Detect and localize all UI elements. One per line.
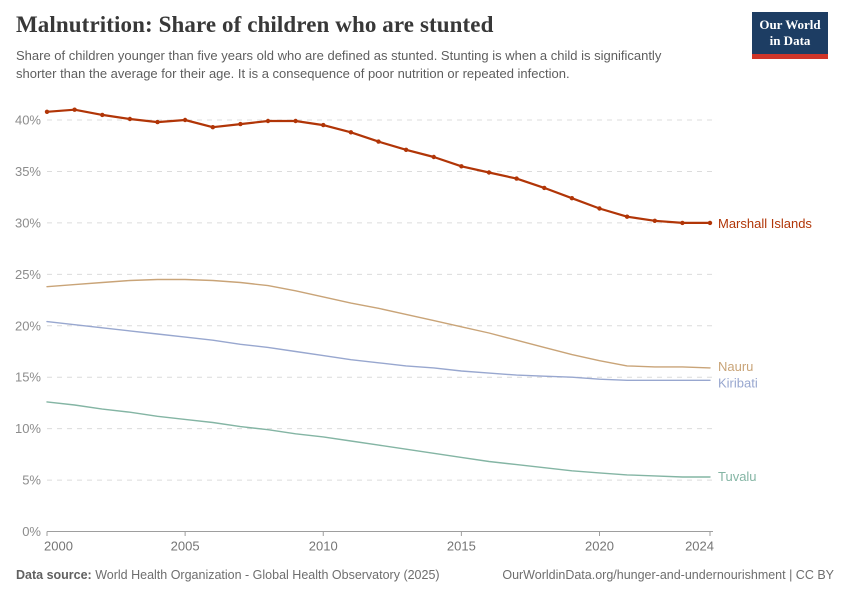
series-label-nauru[interactable]: Nauru [718,359,753,374]
series-line-nauru[interactable] [46,278,711,369]
subtitle-line-2: shorter than the average for their age. … [16,66,570,82]
series-line-marshall-islands[interactable] [45,108,712,224]
series-marker [624,214,630,219]
series-marker [542,185,547,191]
series-marker [459,164,464,169]
chart-footer: Data source: World Health Organization -… [16,568,834,582]
x-tick-label: 2020 [585,539,614,554]
y-tick-label: 10% [15,421,41,436]
series-marker [376,139,381,144]
license-note: OurWorldinData.org/hunger-and-undernouri… [502,568,834,582]
data-source-text: World Health Organization - Global Healt… [91,568,440,582]
series-marker [707,220,713,226]
series-marker [597,206,602,211]
data-source-label: Data source: [16,568,92,582]
series-line-kiribati[interactable] [46,320,711,381]
y-tick-label: 30% [15,215,41,230]
series-marker [155,119,160,125]
series-marker [72,107,77,112]
x-tick-label: 2024 [685,539,714,554]
owid-logo-line-2: in Data [769,33,811,49]
y-tick-label: 20% [15,318,41,333]
series-marker [680,220,685,226]
series-marker [293,118,298,124]
subtitle-line-1: Share of children younger than five year… [16,48,662,63]
x-tick-label: 2015 [447,539,476,554]
series-marker [321,122,326,128]
owid-logo[interactable]: Our World in Data [752,12,828,59]
series-marker [569,196,575,201]
y-tick-label: 25% [15,267,41,282]
series-marker [100,112,105,118]
series-label-tuvalu[interactable]: Tuvalu [718,469,757,484]
y-tick-label: 15% [15,370,41,385]
series-marker [514,176,519,181]
series-marker [182,117,188,123]
x-tick-label: 2005 [171,539,200,554]
series-marker [265,118,271,124]
series-marker [348,130,354,135]
series-marker [486,170,492,175]
series-label-kiribati[interactable]: Kiribati [718,375,758,390]
series-marker [431,154,436,160]
x-tick-label: 2010 [309,539,338,554]
chart-subtitle: Share of children younger than five year… [16,47,834,84]
y-tick-label: 40% [15,113,41,128]
series-marker [44,109,50,115]
series-marker [238,121,243,127]
y-tick-label: 35% [15,164,41,179]
chart-header: Malnutrition: Share of children who are … [16,12,834,84]
owid-logo-line-1: Our World [759,17,821,32]
x-tick-label: 2000 [44,539,73,554]
series-marker [652,218,657,223]
series-marker [210,125,215,130]
series-label-marshall-islands[interactable]: Marshall Islands [718,216,812,231]
page-title: Malnutrition: Share of children who are … [16,12,494,37]
y-tick-label: 5% [22,473,41,488]
y-tick-label: 0% [22,524,41,539]
series-marker [127,116,133,122]
series-marker [403,147,409,152]
series-line-tuvalu[interactable] [46,401,711,478]
data-source: Data source: World Health Organization -… [16,568,440,582]
